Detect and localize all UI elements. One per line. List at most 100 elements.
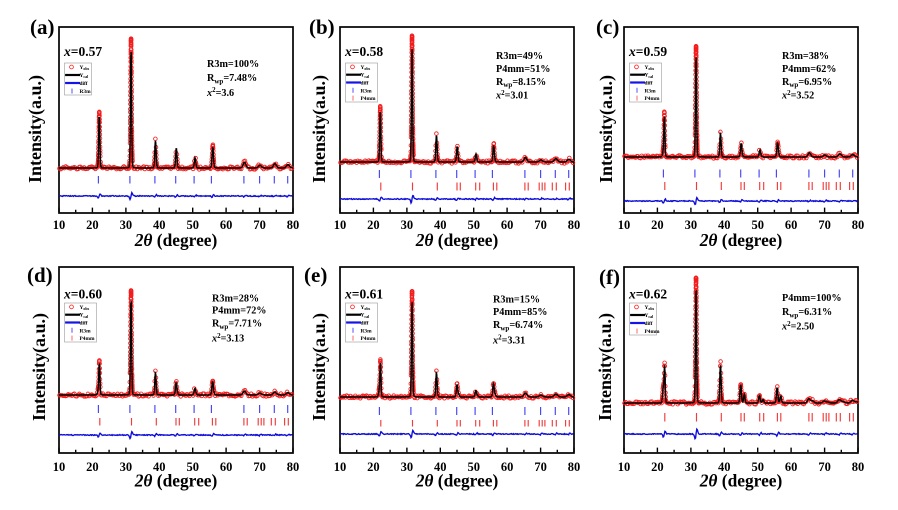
svg-text:diff: diff: [80, 321, 88, 327]
svg-text:Yobs: Yobs: [645, 65, 655, 71]
svg-text:2θ (degree): 2θ (degree): [134, 230, 218, 250]
svg-text:10: 10: [53, 218, 66, 232]
svg-text:Yobs: Yobs: [361, 305, 371, 311]
svg-text:x2=3.31: x2=3.31: [492, 334, 525, 347]
svg-text:P4mm=51%: P4mm=51%: [496, 64, 550, 75]
svg-text:P4mm=100%: P4mm=100%: [782, 293, 842, 304]
svg-text:50: 50: [751, 218, 764, 232]
svg-text:Intensity(a.u.): Intensity(a.u.): [596, 75, 617, 183]
svg-text:Ycal: Ycal: [645, 313, 655, 319]
svg-text:x=0.57: x=0.57: [63, 44, 102, 59]
svg-text:R3m=38%: R3m=38%: [782, 51, 829, 62]
svg-text:10: 10: [618, 218, 631, 232]
svg-text:Ycal: Ycal: [361, 73, 371, 79]
svg-text:Intensity(a.u.): Intensity(a.u.): [309, 75, 330, 183]
svg-text:x=0.59: x=0.59: [628, 44, 667, 59]
svg-text:x2=2.50: x2=2.50: [781, 320, 814, 333]
svg-text:70: 70: [534, 218, 547, 232]
svg-text:P4mm: P4mm: [645, 329, 660, 335]
svg-text:P4mm=85%: P4mm=85%: [493, 307, 547, 318]
svg-text:30: 30: [401, 460, 414, 474]
svg-text:(c): (c): [596, 15, 619, 39]
svg-text:40: 40: [718, 460, 731, 474]
svg-text:20: 20: [367, 460, 380, 474]
svg-text:x=0.62: x=0.62: [628, 287, 667, 302]
svg-text:diff: diff: [645, 81, 653, 87]
svg-text:R3m=15%: R3m=15%: [493, 295, 540, 306]
svg-text:10: 10: [618, 460, 631, 474]
svg-text:diff: diff: [361, 81, 369, 87]
svg-text:Yobs: Yobs: [361, 65, 371, 71]
svg-text:(f): (f): [599, 265, 620, 289]
svg-text:50: 50: [186, 460, 199, 474]
svg-text:80: 80: [852, 460, 865, 474]
svg-text:x=0.58: x=0.58: [344, 44, 383, 59]
svg-text:50: 50: [467, 460, 480, 474]
svg-text:R3m=100%: R3m=100%: [207, 59, 259, 70]
svg-text:20: 20: [86, 218, 99, 232]
svg-text:60: 60: [220, 460, 233, 474]
svg-text:x=0.60: x=0.60: [63, 287, 102, 302]
svg-text:30: 30: [685, 218, 698, 232]
svg-text:40: 40: [434, 218, 447, 232]
svg-text:Yobs: Yobs: [645, 305, 655, 311]
svg-text:Ycal: Ycal: [80, 313, 90, 319]
svg-text:x2=3.6: x2=3.6: [206, 86, 234, 99]
svg-text:R3m: R3m: [80, 328, 92, 334]
svg-text:20: 20: [651, 218, 664, 232]
svg-text:Ycal: Ycal: [645, 73, 655, 79]
svg-text:Ycal: Ycal: [361, 313, 371, 319]
svg-text:(b): (b): [309, 15, 335, 39]
svg-text:(e): (e): [304, 263, 327, 287]
svg-text:(a): (a): [30, 15, 55, 39]
svg-text:Yobs: Yobs: [80, 305, 90, 311]
svg-text:Intensity(a.u.): Intensity(a.u.): [309, 313, 330, 421]
svg-text:diff: diff: [361, 321, 369, 327]
svg-text:80: 80: [287, 460, 300, 474]
svg-text:70: 70: [818, 460, 831, 474]
svg-text:10: 10: [53, 460, 66, 474]
svg-text:30: 30: [685, 460, 698, 474]
svg-text:x2=3.01: x2=3.01: [495, 89, 528, 102]
svg-text:P4mm: P4mm: [80, 336, 95, 342]
svg-text:20: 20: [86, 460, 99, 474]
svg-text:30: 30: [120, 460, 133, 474]
svg-text:30: 30: [120, 218, 133, 232]
svg-text:40: 40: [718, 218, 731, 232]
svg-text:P4mm: P4mm: [361, 96, 376, 102]
svg-text:70: 70: [534, 460, 547, 474]
svg-text:80: 80: [568, 218, 581, 232]
svg-text:P4mm: P4mm: [645, 96, 660, 102]
svg-text:40: 40: [434, 460, 447, 474]
svg-text:2θ (degree): 2θ (degree): [699, 230, 783, 250]
svg-text:2θ (degree): 2θ (degree): [134, 471, 218, 491]
svg-text:50: 50: [186, 218, 199, 232]
svg-text:R3m=49%: R3m=49%: [496, 51, 543, 62]
svg-text:70: 70: [253, 460, 266, 474]
svg-text:P4mm: P4mm: [361, 336, 376, 342]
svg-text:80: 80: [568, 460, 581, 474]
svg-text:20: 20: [651, 460, 664, 474]
svg-text:2θ (degree): 2θ (degree): [415, 230, 499, 250]
svg-text:60: 60: [785, 218, 798, 232]
svg-text:diff: diff: [80, 81, 88, 87]
svg-text:Yobs: Yobs: [80, 65, 90, 71]
svg-text:40: 40: [153, 460, 166, 474]
svg-text:10: 10: [334, 218, 347, 232]
svg-text:50: 50: [467, 218, 480, 232]
svg-text:80: 80: [852, 218, 865, 232]
svg-text:30: 30: [401, 218, 414, 232]
svg-text:R3m: R3m: [80, 89, 92, 95]
svg-text:P4mm=62%: P4mm=62%: [782, 64, 836, 75]
svg-text:60: 60: [501, 460, 514, 474]
svg-text:R3m: R3m: [361, 328, 373, 334]
svg-text:70: 70: [253, 218, 266, 232]
svg-text:Intensity(a.u.): Intensity(a.u.): [25, 75, 46, 183]
svg-text:Ycal: Ycal: [80, 73, 90, 79]
svg-text:20: 20: [367, 218, 380, 232]
svg-text:40: 40: [153, 218, 166, 232]
svg-text:R3m=28%: R3m=28%: [212, 293, 259, 304]
svg-text:2θ (degree): 2θ (degree): [699, 471, 783, 491]
svg-text:x2=3.52: x2=3.52: [781, 89, 814, 102]
svg-text:2θ (degree): 2θ (degree): [415, 471, 499, 491]
